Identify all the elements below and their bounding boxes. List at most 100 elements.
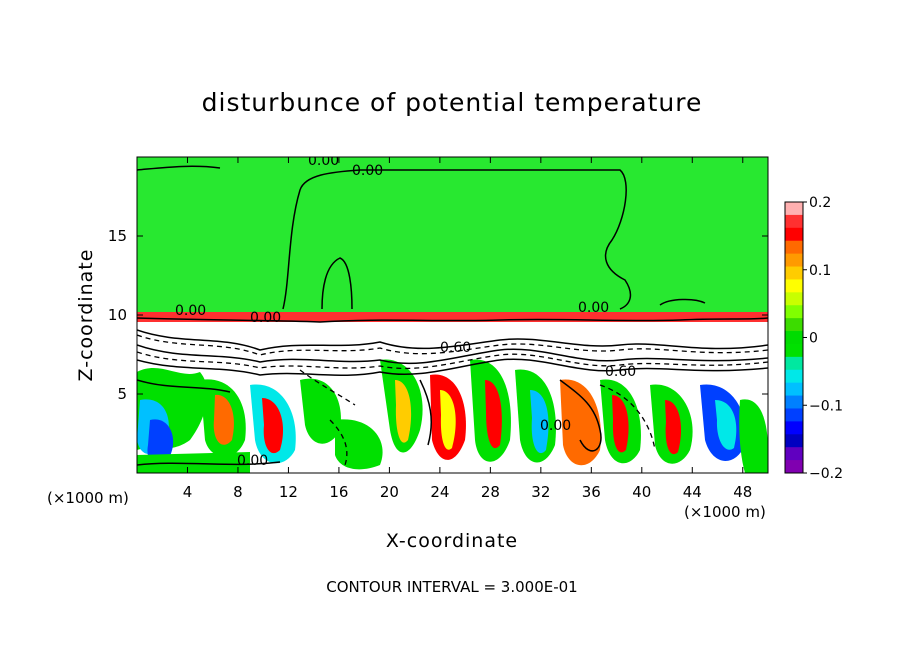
colorbar-tick-label: 0.2 [809,195,831,211]
colorbar-swatch [785,408,803,422]
contour-line [137,344,768,365]
contour-line [137,317,768,323]
blob [335,419,383,470]
blob [440,390,456,450]
turbulent-blobs [137,312,768,473]
colorbar-swatch [785,253,803,268]
x-tick-label: 32 [531,483,550,501]
x-tick-label: 8 [233,483,243,501]
blob [739,399,768,473]
contour-label: 0.00 [352,163,383,179]
colorbar-swatch [785,240,803,255]
y-tick-label: 10 [108,306,127,324]
contour-label: 0.00 [175,303,206,319]
blob [715,400,737,450]
contour-line [137,329,768,351]
x-tick-label: 36 [582,483,601,501]
colorbar-swatch [785,331,803,345]
contour-line [137,461,281,466]
blob [300,378,341,444]
x-tick-label: 20 [380,483,399,501]
colorbar-swatch [785,318,803,332]
x-tick-label: 4 [183,483,193,501]
contour-line [137,358,768,376]
colorbar-swatch [785,305,803,319]
colorbar-swatch [785,279,803,293]
colorbar-swatch [785,421,803,435]
heatmap-field: 0.00 0.00 0.00 0.00 0.00 0.00 0.60 0.60 … [137,153,768,473]
contour-line [559,379,602,452]
contour-lines-dashed [137,334,768,466]
contour-label: 0.00 [308,153,339,169]
contour-label: 0.60 [440,340,471,356]
x-axis-unit-right: (×1000 m) [684,503,766,521]
colorbar-swatch [785,395,803,409]
y-axis-label: Z-coordinate [75,249,97,382]
blob [530,390,549,454]
colorbar-swatch [785,356,803,371]
colorbar-swatch [785,382,803,397]
colorbar-swatch [785,434,803,448]
colorbar-tick-label: 0.1 [809,263,831,279]
blob [612,395,629,453]
colorbar-tick-label: −0.1 [809,398,843,414]
x-axis: 4 8 12 16 20 24 28 32 36 40 44 48 [183,157,752,501]
blob [137,452,250,473]
blob [137,322,768,330]
contour-line [321,257,353,310]
contour-line [137,379,231,393]
colorbar-swatch [785,460,803,474]
colorbar-swatch [785,447,803,461]
x-tick-label: 24 [430,483,449,501]
contour-line [329,419,348,466]
blob [262,398,284,454]
colorbar-swatch [785,343,803,358]
contour-label: 0.00 [250,310,281,326]
contour-line [659,298,706,306]
colorbar-swatch [785,214,803,229]
contour-label: 0.00 [540,418,571,434]
blob [665,400,682,455]
x-axis-unit-left: (×1000 m) [47,489,129,507]
x-tick-label: 44 [683,483,702,501]
contour-line [137,165,221,171]
colorbar-swatches [785,202,803,474]
colorbar-swatch [785,266,803,280]
blob [485,380,502,449]
contour-labels: 0.00 0.00 0.00 0.00 0.00 0.00 0.60 0.60 … [175,153,636,469]
contour-line [282,169,632,310]
colorbar-swatch [785,369,803,384]
contour-label: 0.00 [578,300,609,316]
y-tick-label: 5 [117,385,127,403]
x-tick-label: 40 [632,483,651,501]
colorbar-swatch [785,202,803,216]
contour-line [137,334,768,356]
x-tick-label: 16 [329,483,348,501]
x-tick-label: 12 [279,483,298,501]
plot-area: 0.00 0.00 0.00 0.00 0.00 0.00 0.60 0.60 … [136,153,769,474]
x-axis-label: X-coordinate [386,530,518,552]
colorbar-swatch [785,292,803,306]
contour-line [419,379,433,446]
contour-line [599,384,656,451]
colorbar: 0.2 0.1 0 −0.1 −0.2 [784,195,843,482]
blob [395,380,412,443]
colorbar-swatch [785,227,803,242]
contour-interval-note: CONTOUR INTERVAL = 3.000E-01 [326,578,577,596]
blob [147,419,174,465]
colorbar-tick-label: 0 [809,331,818,347]
colorbar-tick-label: −0.2 [809,466,843,482]
blob [137,312,768,322]
blob [560,379,601,466]
contour-label: 0.60 [605,364,636,380]
x-tick-label: 28 [481,483,500,501]
chart-title: disturbunce of potential temperature [202,88,703,117]
y-tick-label: 15 [108,227,127,245]
blob [213,394,235,445]
contour-label: 0.00 [237,453,268,469]
colorbar-ticks: 0.2 0.1 0 −0.1 −0.2 [803,195,843,482]
y-axis: 5 10 15 [108,227,768,403]
upper-layer [137,157,768,312]
contour-line [137,351,768,370]
